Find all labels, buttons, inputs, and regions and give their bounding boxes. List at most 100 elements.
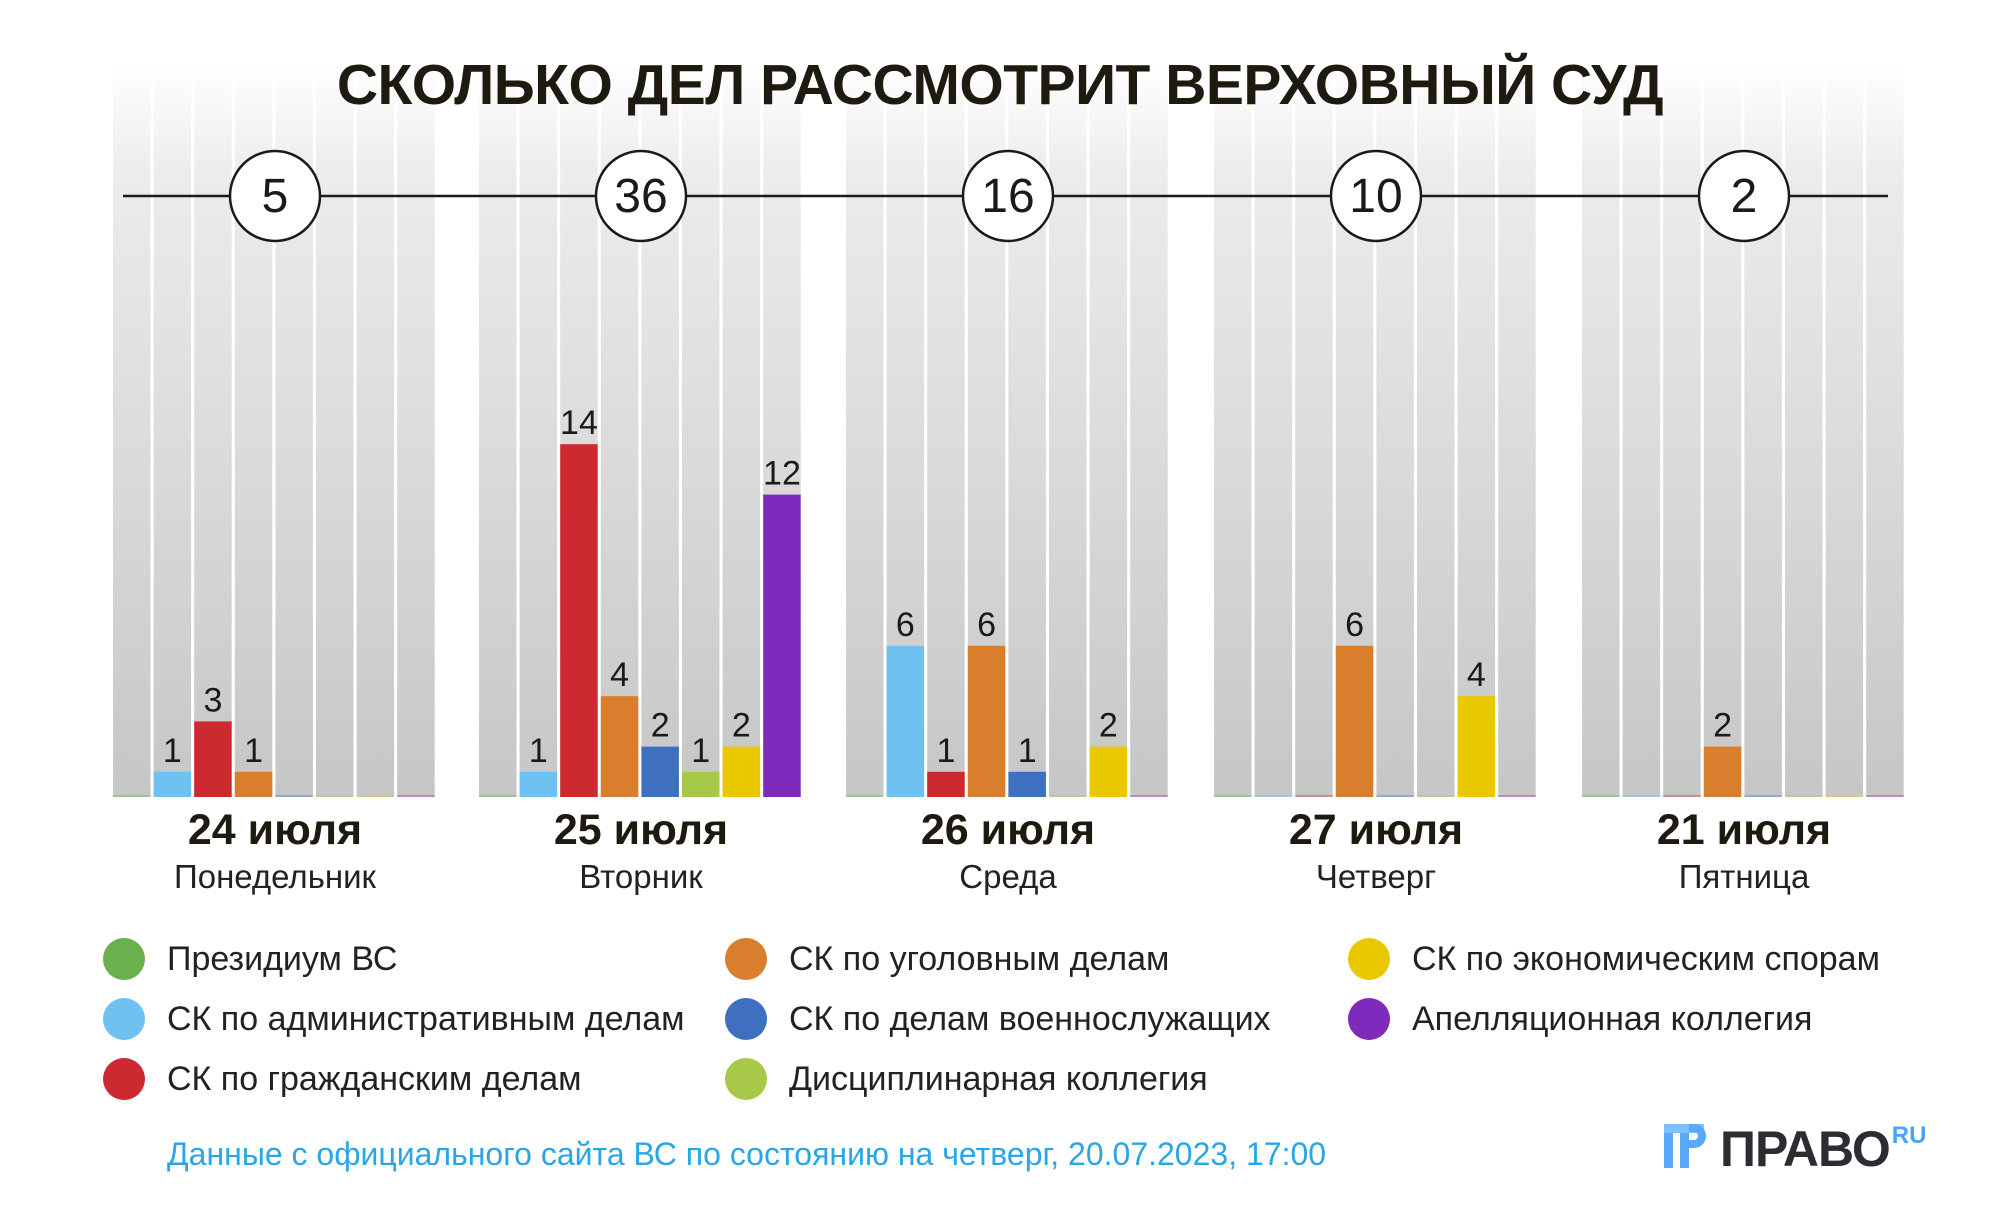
column-background — [153, 64, 192, 797]
bar — [1582, 795, 1620, 797]
bar — [846, 795, 884, 797]
bar — [1663, 795, 1701, 797]
date-label: 25 июля — [553, 806, 729, 854]
bar — [967, 645, 1006, 797]
column-background — [479, 64, 517, 797]
bar-value-label: 6 — [977, 606, 996, 644]
day-total-label: 36 — [614, 170, 667, 223]
bar — [682, 771, 720, 797]
bar — [479, 795, 517, 797]
bar — [1825, 795, 1864, 797]
legend-label: СК по делам военнослужащих — [789, 999, 1271, 1038]
bar — [1049, 795, 1087, 797]
chart-title: СКОЛЬКО ДЕЛ РАССМОТРИТ ВЕРХОВНЫЙ СУД — [336, 53, 1664, 117]
legend-item: СК по экономическим спорам — [1348, 938, 1880, 980]
column-background — [1254, 64, 1293, 797]
legend-label: Дисциплинарная коллегия — [789, 1059, 1208, 1098]
bar — [1457, 696, 1496, 797]
bar — [1866, 795, 1904, 797]
total-circle — [1697, 149, 1791, 243]
bar — [1335, 645, 1374, 797]
bar-value-label: 1 — [244, 732, 263, 770]
bar — [1785, 795, 1823, 797]
column-background — [113, 64, 151, 797]
total-circle — [594, 149, 688, 243]
column-background — [1089, 64, 1128, 797]
date-label: 26 июля — [920, 806, 1096, 854]
bar-value-label: 14 — [560, 404, 598, 442]
bar-value-label: 1 — [691, 732, 710, 770]
bar — [1703, 746, 1742, 797]
legend-swatch-icon — [103, 938, 145, 980]
bar — [1417, 795, 1455, 797]
column-background — [356, 64, 395, 797]
legend-item: СК по делам военнослужащих — [725, 998, 1271, 1040]
column-background — [1622, 64, 1661, 797]
bar — [722, 746, 761, 797]
legend-label: СК по административным делам — [167, 999, 685, 1038]
bar-value-label: 4 — [1467, 656, 1486, 694]
bar-value-label: 6 — [896, 606, 915, 644]
bar-value-label: 3 — [203, 681, 222, 719]
bar — [1498, 795, 1536, 797]
logo-suffix: RU — [1891, 1122, 1927, 1149]
bar-value-label: 1 — [1018, 732, 1037, 770]
legend-label: СК по экономическим спорам — [1412, 939, 1880, 978]
legend-item: СК по гражданским делам — [103, 1058, 582, 1100]
pravo-logo-icon — [1664, 1124, 1706, 1168]
column-background — [194, 64, 232, 797]
legend-item: СК по административным делам — [103, 998, 685, 1040]
column-background — [1785, 64, 1823, 797]
bar — [1295, 795, 1333, 797]
column-background — [1866, 64, 1904, 797]
legend-label: СК по гражданским делам — [167, 1059, 582, 1098]
legend-label: СК по уголовным делам — [789, 939, 1170, 978]
column-background — [927, 64, 965, 797]
bar — [1744, 795, 1782, 797]
legend-swatch-icon — [103, 1058, 145, 1100]
legend-item: Президиум ВС — [103, 938, 397, 980]
weekday-label: Среда — [959, 858, 1057, 895]
column-background — [1663, 64, 1701, 797]
bar-value-label: 2 — [651, 707, 670, 745]
column-background — [316, 64, 354, 797]
column-background — [1457, 64, 1496, 797]
legend-label: Апелляционная коллегия — [1412, 999, 1813, 1038]
bar — [1214, 795, 1252, 797]
column-background — [1049, 64, 1087, 797]
bar — [886, 645, 925, 797]
bar-value-label: 6 — [1345, 606, 1364, 644]
bar-value-label: 12 — [763, 455, 801, 493]
bar — [1254, 795, 1293, 797]
weekday-label: Четверг — [1315, 858, 1437, 895]
bar — [113, 795, 151, 797]
column-background — [682, 64, 720, 797]
date-label: 24 июля — [187, 806, 363, 854]
bar — [1008, 771, 1046, 797]
bar-value-label: 1 — [529, 732, 548, 770]
bar — [519, 771, 558, 797]
legend-item: СК по уголовным делам — [725, 938, 1169, 980]
column-background — [1825, 64, 1864, 797]
day-total-label: 10 — [1349, 170, 1402, 223]
bar — [1622, 795, 1661, 797]
day-total-label: 16 — [981, 170, 1034, 223]
weekday-label: Понедельник — [174, 858, 376, 895]
date-label: 21 июля — [1656, 806, 1832, 854]
bar — [234, 771, 273, 797]
bar — [275, 795, 313, 797]
bar — [316, 795, 354, 797]
total-circle — [228, 149, 322, 243]
legend-swatch-icon — [725, 998, 767, 1040]
weekday-label: Пятница — [1678, 858, 1810, 895]
bar — [356, 795, 395, 797]
weekday-label: Вторник — [579, 858, 703, 895]
source-note: Данные с официального сайта ВС по состоя… — [167, 1136, 1327, 1172]
pravo-ru-logo[interactable]: ПРАВО RU — [1664, 1124, 1926, 1174]
bar-value-label: 2 — [1713, 707, 1732, 745]
column-background — [1130, 64, 1168, 797]
total-circle — [1329, 149, 1423, 243]
bar — [397, 795, 435, 797]
column-background — [397, 64, 435, 797]
column-background — [722, 64, 761, 797]
